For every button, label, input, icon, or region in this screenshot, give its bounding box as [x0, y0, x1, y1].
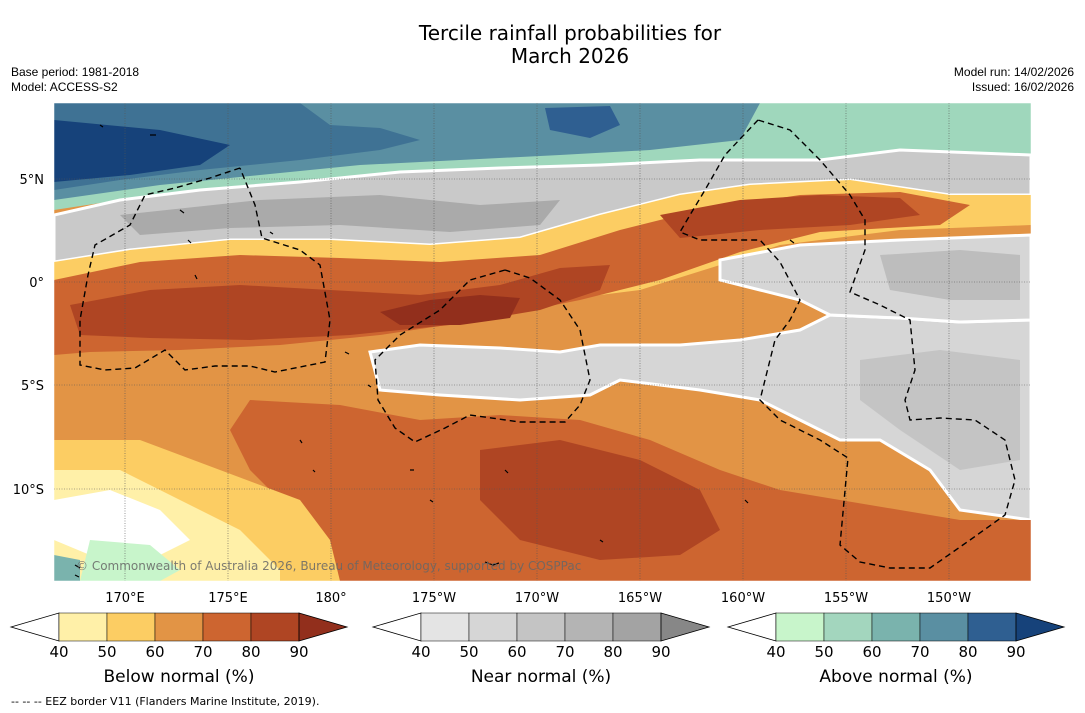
lat-label: 0°: [29, 276, 44, 291]
colorbar-label-below: Below normal (%): [103, 667, 255, 687]
colorbar-segment: [967, 612, 1017, 642]
model-name: Model: ACCESS-S2: [11, 80, 118, 94]
no-signal-patch-sw: [54, 490, 190, 560]
colorbar-segment: [823, 612, 873, 642]
island: [410, 239, 795, 566]
lon-label: 165°W: [618, 591, 662, 606]
colorbar-tick-label: 80: [241, 643, 261, 661]
colorbar-tick-label: 70: [555, 643, 575, 661]
islands: [74, 124, 795, 578]
chart-title-line2: March 2026: [510, 44, 630, 68]
meta-right: Model run: 14/02/2026 Issued: 16/02/2026: [954, 65, 1074, 95]
colorbar-tick-label: 90: [289, 643, 309, 661]
model-run: Model run: 14/02/2026: [953, 65, 1074, 79]
below-normal-80-band: [70, 265, 610, 340]
island: [150, 134, 316, 473]
above-normal-core-region: [54, 120, 230, 182]
longitude-labels: 170°E 175°E 180° 175°W 170°W 165°W 160°W…: [105, 591, 971, 606]
below-normal-south-80: [480, 440, 720, 560]
colorbar-tick-label: 50: [459, 643, 479, 661]
colorbar-tick-label: 60: [145, 643, 165, 661]
copyright-notice: © Commonwealth of Australia 2026, Bureau…: [76, 559, 581, 573]
colorbar-tick-label: 40: [49, 643, 69, 661]
colorbar-segment: [58, 612, 108, 642]
colorbar-segment: [468, 612, 518, 642]
colorbar-tick-label: 60: [862, 643, 882, 661]
lat-label: 10°S: [13, 483, 44, 498]
chart-title-line1: Tercile rainfall probabilities for: [418, 21, 722, 45]
colorbar-segment: [516, 612, 566, 642]
colorbar-segment: [202, 612, 252, 642]
island: [74, 124, 372, 578]
colorbar-tick-label: 50: [814, 643, 834, 661]
colorbar-segment: [564, 612, 614, 642]
eez-border-central: [374, 269, 591, 443]
eez-border-east: [678, 119, 1016, 569]
eez-footnote: -- -- -- EEZ border V11 (Flanders Marine…: [11, 695, 320, 708]
colorbar-tick-label: 60: [507, 643, 527, 661]
above-normal-patch-sw: [80, 540, 180, 581]
lon-label: 170°E: [105, 591, 145, 606]
below-normal-90-core: [380, 295, 520, 325]
colorbar-tick-label: 50: [97, 643, 117, 661]
lat-label: 5°S: [21, 379, 44, 394]
colorbar-segment: [420, 612, 470, 642]
colorbar-tick-label: 70: [910, 643, 930, 661]
lon-label: 175°W: [412, 591, 456, 606]
colorbar-tick-label: 80: [603, 643, 623, 661]
colorbar-segment: [154, 612, 204, 642]
above-normal-patch-northeast: [545, 106, 620, 138]
colorbar-extend-high: [660, 612, 711, 642]
colorbar-label-above: Above normal (%): [819, 667, 973, 687]
lon-label: 180°: [315, 591, 346, 606]
near-normal-east-dark: [880, 250, 1020, 300]
colorbar-extend-high: [298, 612, 349, 642]
colorbar-tick-label: 90: [651, 643, 671, 661]
meta-left: Base period: 1981-2018 Model: ACCESS-S2: [11, 65, 139, 95]
issued-date: Issued: 16/02/2026: [971, 80, 1074, 94]
colorbar-segment: [106, 612, 156, 642]
colorbar-extend-low: [371, 612, 422, 642]
above-normal-patch-corner: [54, 555, 80, 581]
colorbars: [9, 612, 1066, 642]
colorbar-segment: [871, 612, 921, 642]
colorbar-tick-label: 70: [193, 643, 213, 661]
near-normal-north-dark: [120, 195, 560, 235]
colorbar-segment: [919, 612, 969, 642]
eez-borders: [79, 119, 1016, 569]
latitude-labels: 5°N 0° 5°S 10°S: [13, 173, 44, 498]
below-normal-80-east: [660, 195, 920, 238]
lon-label: 170°W: [515, 591, 559, 606]
colorbar-segment: [250, 612, 300, 642]
lat-label: 5°N: [20, 173, 45, 188]
colorbar-tick-label: 40: [411, 643, 431, 661]
lon-label: 175°E: [208, 591, 248, 606]
map-frame: [53, 102, 1032, 582]
colorbar-segment: [612, 612, 662, 642]
lon-label: 160°W: [721, 591, 765, 606]
colorbar-extend-low: [726, 612, 777, 642]
colorbar-tick-label: 90: [1006, 643, 1026, 661]
colorbar-extend-low: [9, 612, 60, 642]
colorbar-segment: [775, 612, 825, 642]
near-normal-southeast-dark: [860, 350, 1020, 470]
colorbar-label-near: Near normal (%): [470, 667, 612, 687]
lon-label: 150°W: [927, 591, 971, 606]
eez-border-west: [79, 167, 331, 373]
colorbar-extend-high: [1015, 612, 1066, 642]
base-period: Base period: 1981-2018: [11, 65, 140, 79]
map-gridlines: [54, 103, 1031, 581]
map-panel: © Commonwealth of Australia 2026, Bureau…: [54, 103, 1031, 581]
colorbar-tick-label: 40: [766, 643, 786, 661]
lon-label: 155°W: [824, 591, 868, 606]
colorbar-tick-label: 80: [958, 643, 978, 661]
